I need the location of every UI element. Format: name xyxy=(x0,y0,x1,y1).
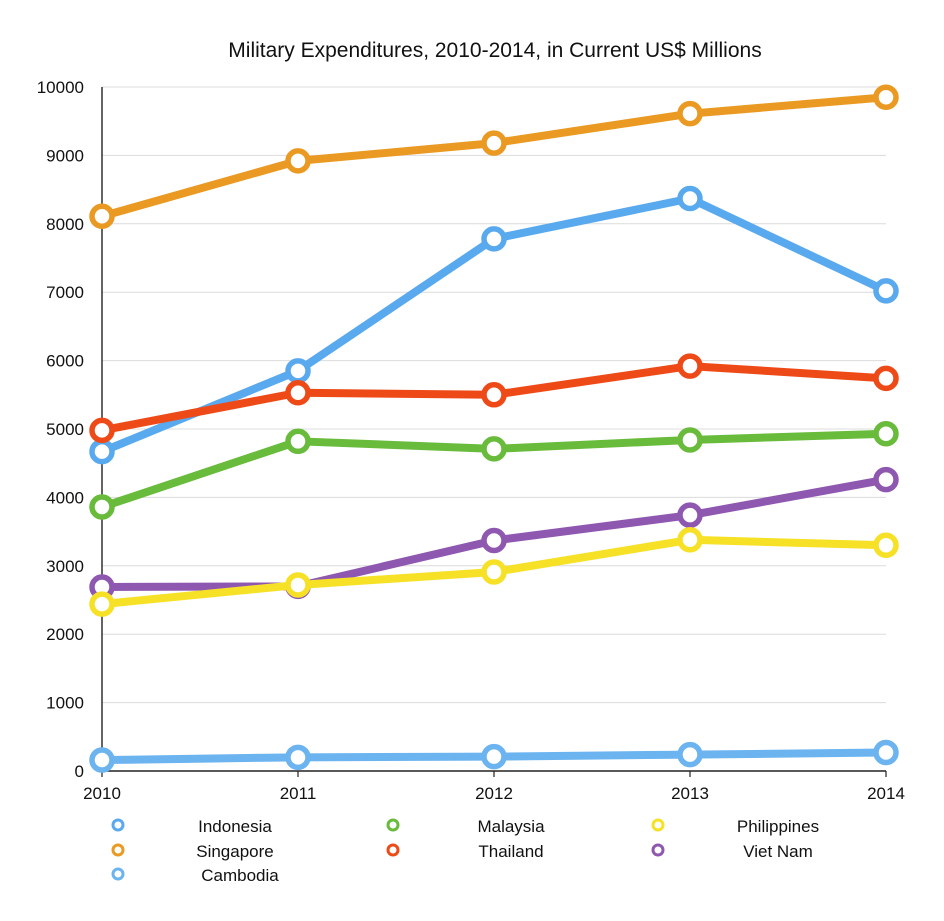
data-point-cambodia-2012 xyxy=(481,743,507,770)
data-point-cambodia-2011 xyxy=(285,744,311,771)
y-tick-label: 9000 xyxy=(46,146,84,165)
data-point-thailand-2012 xyxy=(481,382,507,408)
legend: Indonesia Singapore Cambodia Malaysia Thaila… xyxy=(111,817,819,885)
x-tick-label: 2013 xyxy=(671,784,709,803)
legend-marker-malaysia xyxy=(386,818,400,832)
y-tick-label: 2000 xyxy=(46,625,84,644)
legend-item-viet-nam: Viet Nam xyxy=(651,842,813,861)
series-indonesia xyxy=(89,185,899,465)
data-point-indonesia-2012 xyxy=(481,226,507,252)
series-singapore xyxy=(89,84,899,230)
legend-label-viet-nam: Viet Nam xyxy=(743,842,813,861)
data-point-singapore-2011 xyxy=(285,148,311,174)
series-malaysia xyxy=(89,421,899,520)
legend-item-indonesia: Indonesia xyxy=(111,817,272,836)
axes: 0 1000 2000 3000 4000 5000 6000 7000 8000 9000 100… xyxy=(37,78,905,803)
y-tick-label: 4000 xyxy=(46,488,84,507)
y-tick-label: 3000 xyxy=(46,557,84,576)
y-tick-label: 7000 xyxy=(46,283,84,302)
legend-item-philippines: Philippines xyxy=(651,817,819,836)
data-point-viet-nam-2013 xyxy=(677,502,703,528)
series-line-singapore xyxy=(98,93,890,221)
data-point-philippines-2013 xyxy=(677,527,703,553)
legend-label-philippines: Philippines xyxy=(737,817,819,836)
data-point-malaysia-2010 xyxy=(89,494,115,520)
legend-label-malaysia: Malaysia xyxy=(477,817,545,836)
data-point-viet-nam-2012 xyxy=(481,527,507,554)
data-point-singapore-2013 xyxy=(677,100,703,127)
data-point-viet-nam-2014 xyxy=(873,466,899,493)
legend-item-cambodia: Cambodia xyxy=(111,866,279,885)
legend-item-thailand: Thailand xyxy=(386,842,544,861)
data-point-thailand-2013 xyxy=(677,353,703,379)
data-point-philippines-2012 xyxy=(481,559,507,585)
y-tick-label: 1000 xyxy=(46,694,84,713)
data-point-singapore-2012 xyxy=(481,130,507,156)
data-point-indonesia-2010 xyxy=(89,438,115,465)
data-point-cambodia-2013 xyxy=(677,741,703,768)
x-tick-label: 2010 xyxy=(83,784,121,803)
chart-title: Military Expenditures, 2010-2014, in Cur… xyxy=(228,39,761,62)
series-cambodia xyxy=(89,739,899,773)
legend-item-singapore: Singapore xyxy=(111,842,274,861)
data-point-malaysia-2013 xyxy=(677,427,703,453)
data-point-cambodia-2014 xyxy=(873,739,899,766)
data-point-malaysia-2012 xyxy=(481,436,507,462)
legend-item-malaysia: Malaysia xyxy=(386,817,545,836)
y-tick-label: 5000 xyxy=(46,420,84,439)
data-point-cambodia-2010 xyxy=(89,747,115,773)
data-point-philippines-2014 xyxy=(873,532,899,559)
x-tick-label: 2011 xyxy=(280,784,317,803)
data-point-thailand-2014 xyxy=(873,365,899,392)
y-tick-label: 8000 xyxy=(46,215,84,234)
legend-marker-viet-nam xyxy=(651,843,665,857)
data-point-singapore-2014 xyxy=(873,84,899,111)
x-tick-label: 2012 xyxy=(475,784,513,803)
legend-label-thailand: Thailand xyxy=(478,842,543,861)
data-point-indonesia-2011 xyxy=(285,358,311,384)
y-tick-label: 10000 xyxy=(37,78,84,97)
data-point-singapore-2010 xyxy=(89,203,115,230)
legend-marker-singapore xyxy=(111,843,125,857)
data-point-indonesia-2013 xyxy=(677,185,703,212)
legend-label-indonesia: Indonesia xyxy=(198,817,272,836)
y-tick-label: 6000 xyxy=(46,352,84,371)
y-tick-label: 0 xyxy=(75,762,84,781)
data-point-thailand-2011 xyxy=(285,379,311,406)
data-point-thailand-2010 xyxy=(89,417,115,444)
series-philippines xyxy=(89,527,899,617)
data-point-indonesia-2014 xyxy=(873,278,899,304)
data-point-malaysia-2011 xyxy=(285,428,311,455)
series-thailand xyxy=(89,353,899,444)
data-point-philippines-2011 xyxy=(285,572,311,598)
legend-label-cambodia: Cambodia xyxy=(201,866,279,885)
series-lines xyxy=(89,84,899,773)
legend-label-singapore: Singapore xyxy=(196,842,274,861)
x-tick-label: 2014 xyxy=(867,784,905,803)
legend-marker-thailand xyxy=(386,843,400,857)
data-point-philippines-2010 xyxy=(89,591,115,617)
data-point-malaysia-2014 xyxy=(873,421,899,447)
legend-marker-indonesia xyxy=(111,818,125,832)
legend-marker-philippines xyxy=(651,818,665,832)
legend-marker-cambodia xyxy=(111,867,125,881)
